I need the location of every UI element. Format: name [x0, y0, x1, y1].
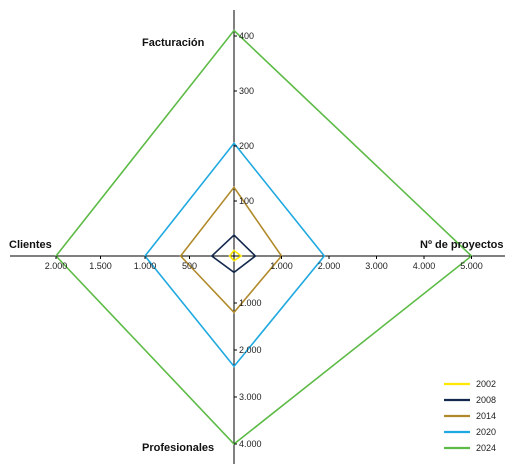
- axes-layer: [10, 10, 505, 464]
- series-polygon-2008: [210, 233, 257, 274]
- legend-label-2020: 2020: [476, 427, 496, 437]
- legend-label-2014: 2014: [476, 411, 496, 421]
- tick-proyectos-3-label: 4.000: [413, 261, 436, 271]
- tick-facturacion-2-label: 300: [239, 86, 254, 96]
- tick-proyectos-4-label: 5.000: [460, 261, 483, 271]
- axis-title-clientes: Clientes: [9, 239, 52, 251]
- axis-title-proyectos: Nº de proyectos: [420, 239, 503, 251]
- legend-label-2024: 2024: [476, 443, 496, 453]
- tick-facturacion-0-label: 100: [239, 196, 254, 206]
- tick-clientes-1-label: 1.000: [134, 261, 157, 271]
- ticks-layer: 100 200 300 400 1.000 2.000 3.000 4.000 5.000 1.0…: [45, 31, 483, 449]
- tick-profesionales-0-label: 1.000: [239, 298, 262, 308]
- tick-clientes-0-label: 500: [182, 261, 197, 271]
- legend-label-2008: 2008: [476, 395, 496, 405]
- tick-proyectos-0-label: 1.000: [270, 261, 293, 271]
- tick-proyectos-2-label: 3.000: [365, 261, 388, 271]
- axis-title-facturacion: Facturación: [142, 37, 205, 49]
- tick-proyectos-1-label: 2.000: [318, 261, 341, 271]
- legend: 2002 2008 2014 2020 2024: [444, 379, 496, 453]
- series-polygon-2024: [54, 29, 473, 446]
- series-polygon-2020: [143, 142, 326, 368]
- tick-profesionales-3-label: 4.000: [239, 439, 262, 449]
- legend-label-2002: 2002: [476, 379, 496, 389]
- tick-profesionales-2-label: 3.000: [239, 392, 262, 402]
- tick-facturacion-3-label: 400: [239, 31, 254, 41]
- series-polygon-2002: [228, 249, 243, 262]
- axis-titles: Facturación Nº de proyectos Profesionale…: [9, 37, 503, 454]
- axis-title-profesionales: Profesionales: [142, 442, 214, 454]
- tick-facturacion-1-label: 200: [239, 141, 254, 151]
- tick-clientes-3-label: 2.000: [45, 261, 68, 271]
- series-layer: [54, 29, 473, 446]
- tick-profesionales-1-label: 2.000: [239, 345, 262, 355]
- tick-clientes-2-label: 1.500: [89, 261, 112, 271]
- series-polygon-2014: [179, 185, 283, 314]
